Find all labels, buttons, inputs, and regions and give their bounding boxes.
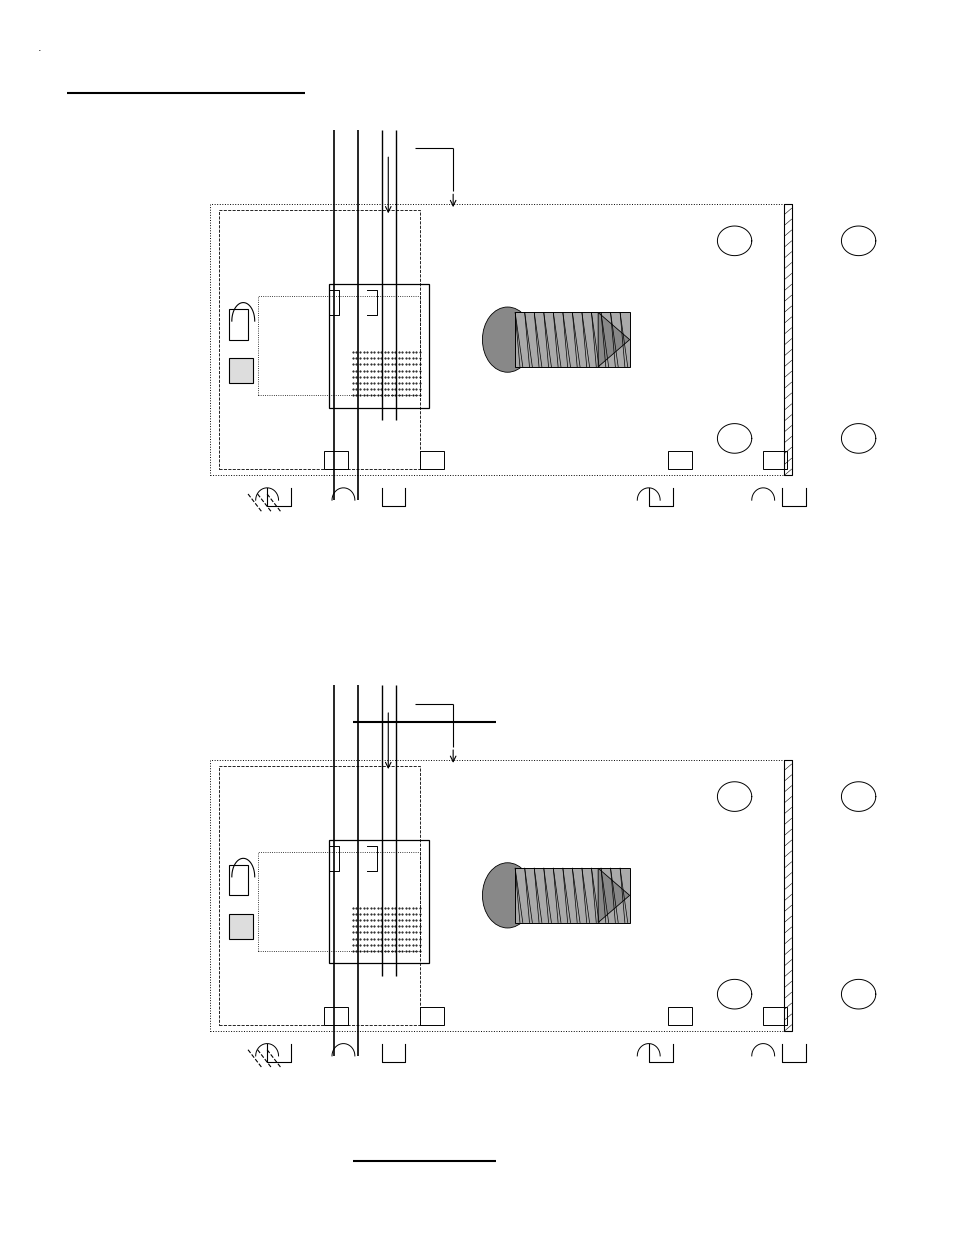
Bar	[210, 204, 791, 475]
Bar	[219, 210, 419, 469]
Bar	[324, 1007, 348, 1025]
Bar	[515, 868, 629, 923]
Circle shape	[482, 863, 532, 927]
Bar	[329, 840, 429, 963]
Bar	[229, 914, 253, 939]
Polygon shape	[598, 868, 629, 923]
Bar	[257, 852, 419, 951]
Bar	[667, 1007, 691, 1025]
Bar	[783, 760, 791, 1031]
Bar	[667, 451, 691, 469]
Bar	[229, 309, 248, 340]
Bar	[324, 451, 348, 469]
Bar	[419, 1007, 443, 1025]
Bar	[257, 296, 419, 395]
Bar	[229, 358, 253, 383]
Bar	[329, 284, 429, 408]
Polygon shape	[598, 312, 629, 367]
Circle shape	[482, 308, 532, 372]
Bar	[229, 864, 248, 895]
Bar	[762, 451, 786, 469]
Bar	[210, 760, 791, 1031]
Bar	[219, 766, 419, 1025]
Text: .: .	[38, 43, 42, 53]
Bar	[419, 451, 443, 469]
Bar	[783, 204, 791, 475]
Bar	[515, 312, 629, 367]
Bar	[762, 1007, 786, 1025]
